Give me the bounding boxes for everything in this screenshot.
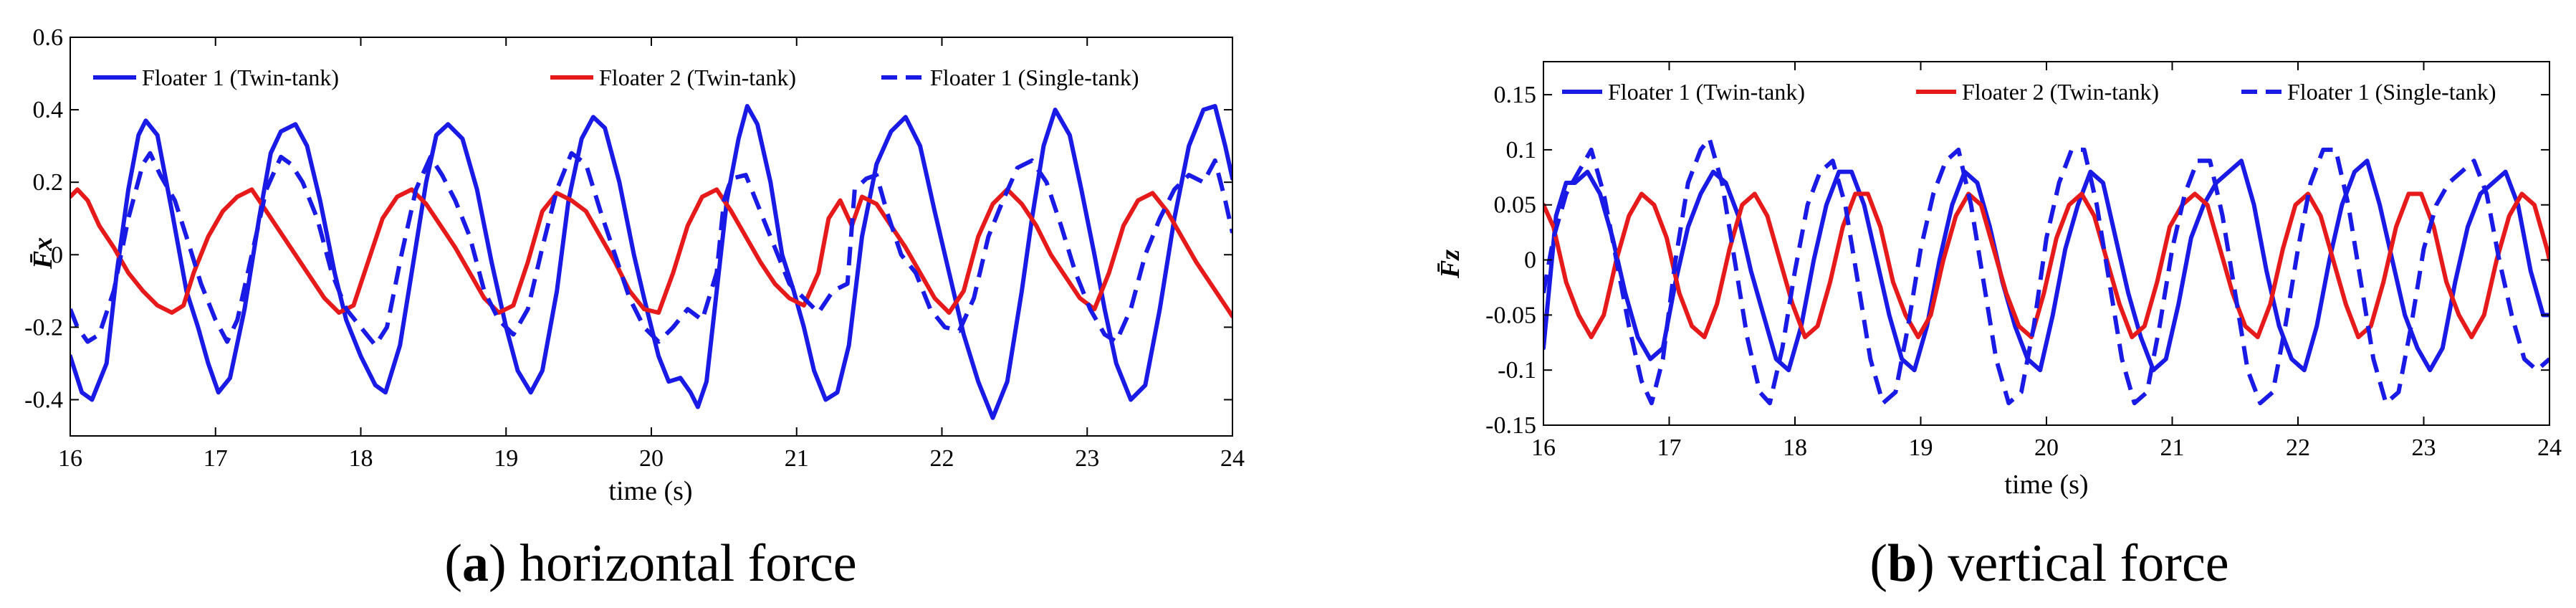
panel-b-legend: Floater 1 (Twin-tank) Floater 2 (Twin-tan… bbox=[1562, 79, 2496, 105]
panel-a-caption-letter: a bbox=[462, 534, 489, 593]
panel-a-xtick-label-3: 19 bbox=[494, 445, 518, 472]
panel-b-series-line-1 bbox=[1543, 158, 2549, 373]
panel-b-ytick-label-0: -0.15 bbox=[1485, 412, 1536, 439]
panel-a-ytick-label-1: -0.2 bbox=[24, 314, 63, 341]
panel-a-series-line-1 bbox=[70, 104, 1232, 420]
panel-b-ytick-label-1: -0.1 bbox=[1498, 357, 1536, 384]
panel-a-xtick-label-8: 24 bbox=[1220, 445, 1245, 472]
panel-b-axes: 16 17 18 19 20 21 22 23 24 -0.15 -0.1 -0.05 0 0.05 0.1… bbox=[1485, 61, 2562, 461]
panel-a-ytick-label-2: 0 bbox=[51, 242, 63, 268]
panel-a-legend-label-3: Floater 1 (Single-tank) bbox=[930, 65, 1139, 90]
panel-b-vertical-force: 16 17 18 19 20 21 22 23 24 -0.15 -0.1 -0.05 0 0.05 0.1… bbox=[1435, 61, 2562, 593]
panel-b-xtick-label-2: 18 bbox=[1783, 434, 1807, 461]
panel-a-ytick-label-0: -0.4 bbox=[24, 386, 63, 413]
panel-b-series-line-2 bbox=[1543, 191, 2549, 340]
panel-b-ytick-label-2: -0.05 bbox=[1485, 302, 1536, 328]
panel-b-xtick-label-3: 19 bbox=[1909, 434, 1933, 461]
panel-b-ytick-label-3: 0 bbox=[1524, 247, 1536, 274]
panel-b-caption: (b) vertical force bbox=[1869, 534, 2228, 593]
panel-a-ytick-label-3: 0.2 bbox=[33, 169, 64, 196]
panel-a-ytick-label-4: 0.4 bbox=[33, 97, 64, 123]
panel-b-xtick-label-0: 16 bbox=[1531, 434, 1556, 461]
panel-a-legend-label-2: Floater 2 (Twin-tank) bbox=[599, 65, 796, 90]
panel-a-series bbox=[70, 104, 1232, 420]
panel-b-xtick-label-1: 17 bbox=[1657, 434, 1682, 461]
panel-b-legend-label-1: Floater 1 (Twin-tank) bbox=[1608, 79, 1805, 105]
panel-b-caption-letter: b bbox=[1887, 534, 1917, 593]
panel-a-legend: Floater 1 (Twin-tank) Floater 2 (Twin-tan… bbox=[93, 65, 1139, 90]
panel-a-legend-label-1: Floater 1 (Twin-tank) bbox=[142, 65, 339, 90]
panel-a-xtick-label-5: 21 bbox=[785, 445, 809, 472]
panel-a-xtick-label-0: 16 bbox=[58, 445, 82, 472]
panel-b-caption-text: vertical force bbox=[1948, 534, 2228, 593]
panel-a-xlabel: time (s) bbox=[608, 476, 692, 506]
panel-b-xtick-label-8: 24 bbox=[2537, 434, 2562, 461]
panel-b-ylabel: F̄z bbox=[1435, 250, 1465, 279]
panel-b-ytick-label-4: 0.05 bbox=[1494, 192, 1537, 219]
panel-b-xtick-label-4: 20 bbox=[2034, 434, 2059, 461]
panel-b-legend-label-2: Floater 2 (Twin-tank) bbox=[1962, 79, 2159, 105]
panel-a-series-line-2 bbox=[70, 187, 1232, 319]
panel-a-xtick-label-7: 23 bbox=[1075, 445, 1099, 472]
panel-a-series-line-3 bbox=[70, 151, 1232, 348]
panel-b-xtick-label-7: 23 bbox=[2412, 434, 2436, 461]
panel-b-xtick-label-6: 22 bbox=[2286, 434, 2310, 461]
panel-a-axes: 16 17 18 19 20 21 22 23 24 -0.4 -0.2 0 0.2 0.4 0.6 bbox=[24, 24, 1245, 472]
panel-b-xlabel: time (s) bbox=[2004, 470, 2088, 500]
panel-b-legend-label-3: Floater 1 (Single-tank) bbox=[2287, 79, 2496, 105]
panel-b-ytick-label-5: 0.1 bbox=[1506, 137, 1537, 163]
panel-b-xtick-label-5: 21 bbox=[2160, 434, 2185, 461]
panel-a-ylabel: F̄x bbox=[28, 237, 58, 270]
panel-a-xtick-label-1: 17 bbox=[204, 445, 228, 472]
panel-b-ytick-label-6: 0.15 bbox=[1494, 82, 1537, 108]
panel-a-xtick-label-4: 20 bbox=[639, 445, 664, 472]
panel-a-ytick-label-5: 0.6 bbox=[33, 24, 64, 51]
panel-b-series bbox=[1543, 136, 2549, 406]
panel-a-xtick-label-2: 18 bbox=[349, 445, 373, 472]
panel-a-caption: (a) horizontal force bbox=[444, 534, 856, 593]
panel-a-xtick-label-6: 22 bbox=[930, 445, 954, 472]
panel-a-caption-text: horizontal force bbox=[519, 534, 857, 593]
panel-a-horizontal-force: 16 17 18 19 20 21 22 23 24 -0.4 -0.2 0 0.2 0.4 0.6 Flo… bbox=[24, 24, 1245, 593]
